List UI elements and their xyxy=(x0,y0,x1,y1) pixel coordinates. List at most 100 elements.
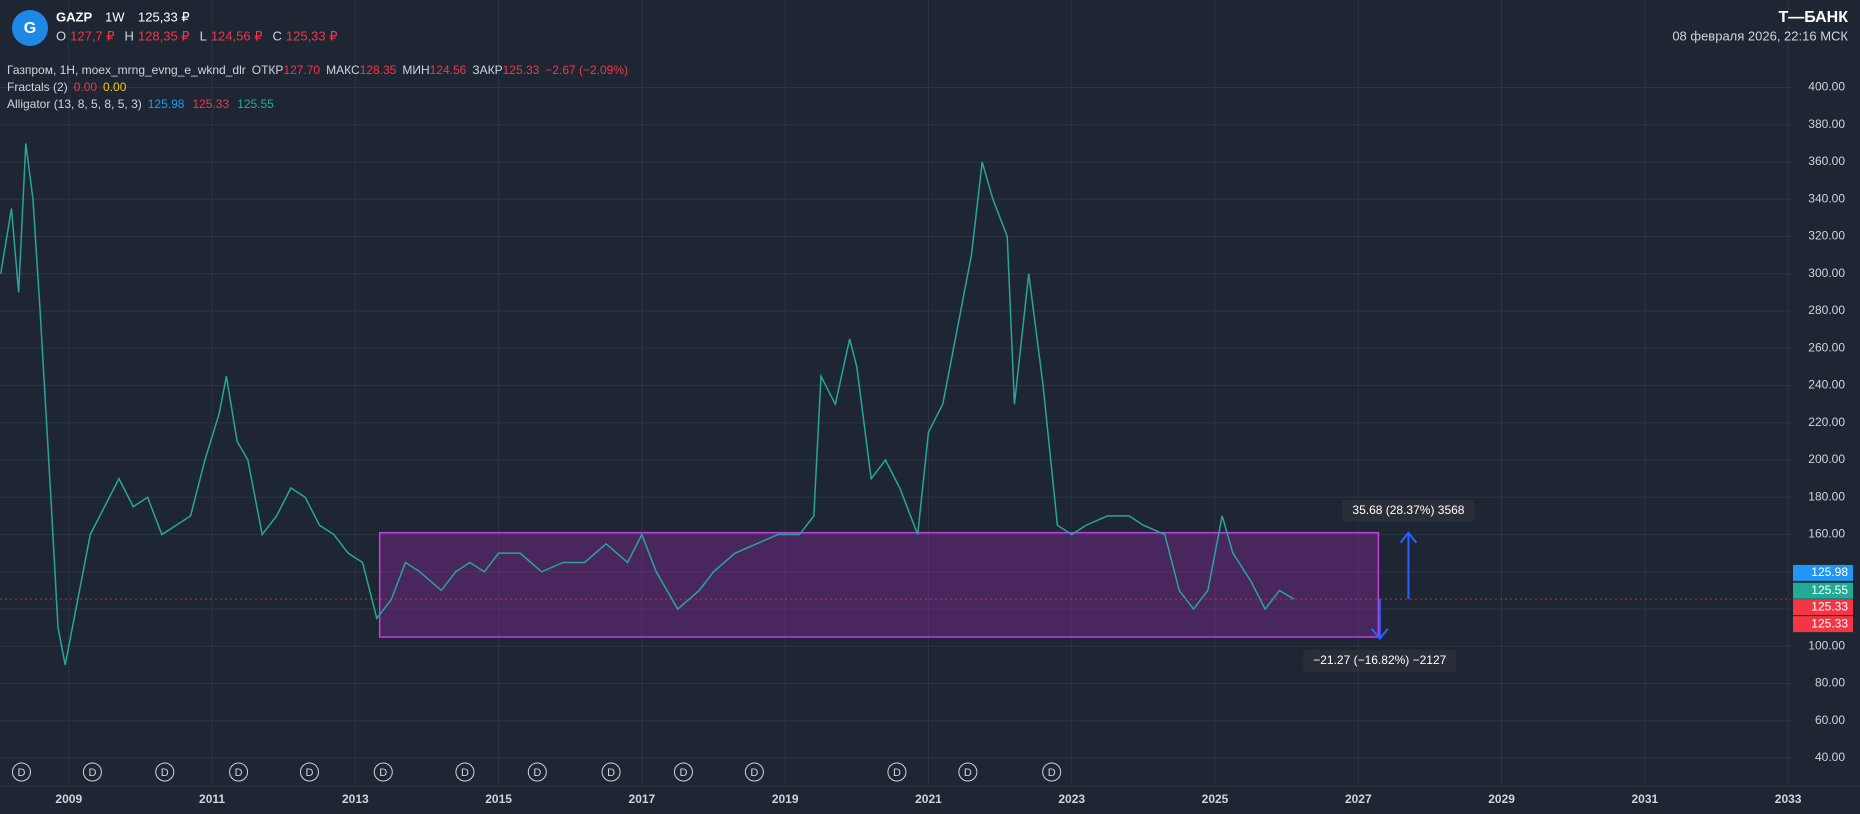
ticker: GAZP xyxy=(56,9,92,24)
overlay: O 127,7 ₽ H 128,35 ₽ L 124,56 ₽ C 125,33 ₽ОТКР 1… xyxy=(56,28,628,111)
fractal-value: 0.00 xyxy=(103,80,127,94)
price: 125,33 ₽ xyxy=(138,9,190,24)
dividend-label: D xyxy=(88,767,96,779)
datetime: 08 февраля 2026, 22:16 МСК xyxy=(1672,28,1848,43)
price-label-bg xyxy=(1793,582,1853,599)
y-tick-label: 300.00 xyxy=(1808,266,1845,280)
interval: 1W xyxy=(105,9,125,24)
y-tick-label: 320.00 xyxy=(1808,229,1845,243)
alligator-value: 125.98 xyxy=(148,97,185,111)
dividend-marker xyxy=(527,762,547,782)
range-box xyxy=(378,531,1380,638)
y-tick-label: 60.00 xyxy=(1815,713,1845,727)
legend-stat-label: МИН xyxy=(402,63,429,77)
ohlc-label: L xyxy=(200,28,207,43)
y-tick-label: 100.00 xyxy=(1808,638,1845,652)
x-tick-label: 2013 xyxy=(342,792,369,806)
y-tick-label: 340.00 xyxy=(1808,191,1845,205)
y-tick-label: 80.00 xyxy=(1815,676,1845,690)
measure-label-bg xyxy=(1303,649,1457,672)
legend-change: −2.67 (−2.09%) xyxy=(545,63,628,77)
legend-stat-value: 128.35 xyxy=(360,63,397,77)
y-tick-label: 220.00 xyxy=(1808,415,1845,429)
x-tick-label: 2015 xyxy=(485,792,512,806)
dividend-label: D xyxy=(161,767,169,779)
alligator-value: 125.55 xyxy=(237,97,274,111)
dividend-label: D xyxy=(679,767,687,779)
legend-stat-label: ЗАКР xyxy=(472,63,502,77)
price-line xyxy=(0,143,1295,666)
y-tick-label: 400.00 xyxy=(1808,80,1845,94)
y-tick-label: 260.00 xyxy=(1808,340,1845,354)
price-label: 125.33 xyxy=(1811,599,1848,613)
ohlc-value: 124,56 ₽ xyxy=(211,28,263,43)
dividend-label: D xyxy=(893,767,901,779)
legend-stat-label: МАКС xyxy=(326,63,360,77)
dividend-label: D xyxy=(964,767,972,779)
measure-head xyxy=(1371,628,1389,641)
x-tick-label: 2019 xyxy=(772,792,799,806)
brand: Т—БАНК xyxy=(1778,9,1848,26)
dividend-marker xyxy=(82,762,102,782)
legend-alligator: Alligator (13, 8, 5, 8, 5, 3) xyxy=(7,97,142,111)
dividend-label: D xyxy=(235,767,243,779)
logo-glyph: G xyxy=(24,20,36,37)
measure-label: 35.68 (28.37%) 3568 xyxy=(1352,503,1464,517)
fractal-value: 0.00 xyxy=(74,80,98,94)
x-tick-label: 2023 xyxy=(1058,792,1085,806)
price-label: 125.55 xyxy=(1811,583,1848,597)
price-label-bg xyxy=(1793,616,1853,633)
measure-head xyxy=(1399,531,1418,544)
legend-stat-value: 124.56 xyxy=(430,63,467,77)
dividend-marker xyxy=(673,762,693,782)
dividend-marker xyxy=(744,762,764,782)
legend-stat-value: 125.33 xyxy=(503,63,540,77)
ohlc-value: 125,33 ₽ xyxy=(286,28,338,43)
price-label: 125.98 xyxy=(1811,565,1848,579)
logo xyxy=(12,10,48,46)
y-tick-label: 180.00 xyxy=(1808,489,1845,503)
x-tick-label: 2009 xyxy=(55,792,82,806)
dividend-label: D xyxy=(379,767,387,779)
y-tick-label: 380.00 xyxy=(1808,117,1845,131)
dividend-marker xyxy=(11,762,31,782)
ohlc-value: 128,35 ₽ xyxy=(138,28,190,43)
measure-label-bg xyxy=(1342,499,1475,522)
y-tick-label: 200.00 xyxy=(1808,452,1845,466)
price-axis xyxy=(1791,0,1860,814)
dividend-label: D xyxy=(750,767,758,779)
dividend-marker xyxy=(1042,762,1062,782)
dividend-label: D xyxy=(18,767,26,779)
x-tick-label: 2011 xyxy=(199,792,225,806)
legend-fractals: Fractals (2) xyxy=(7,80,68,94)
dividend-marker xyxy=(455,762,475,782)
dividend-label: D xyxy=(533,767,541,779)
price-label-bg xyxy=(1793,564,1853,581)
dividend-marker xyxy=(229,762,249,782)
ohlc-value: 127,7 ₽ xyxy=(70,28,114,43)
y-tick-label: 360.00 xyxy=(1808,154,1845,168)
x-tick-label: 2033 xyxy=(1775,792,1802,806)
measure-label: −21.27 (−16.82%) −2127 xyxy=(1313,653,1446,667)
alligator-value: 125.33 xyxy=(192,97,229,111)
ohlc-label: O xyxy=(56,28,66,43)
x-tick-label: 2025 xyxy=(1202,792,1229,806)
dividend-label: D xyxy=(306,767,314,779)
x-tick-label: 2027 xyxy=(1345,792,1372,806)
ohlc-label: H xyxy=(125,28,134,43)
legend-stat-value: 127.70 xyxy=(283,63,320,77)
x-tick-label: 2017 xyxy=(629,792,656,806)
legend-stat-label: ОТКР xyxy=(252,63,284,77)
y-tick-label: 40.00 xyxy=(1815,750,1845,764)
x-tick-label: 2029 xyxy=(1488,792,1515,806)
dividend-marker xyxy=(155,762,175,782)
dividend-marker xyxy=(373,762,393,782)
x-tick-label: 2021 xyxy=(915,792,942,806)
dividend-label: D xyxy=(607,767,615,779)
y-tick-label: 240.00 xyxy=(1808,378,1845,392)
price-label-bg xyxy=(1793,599,1853,616)
